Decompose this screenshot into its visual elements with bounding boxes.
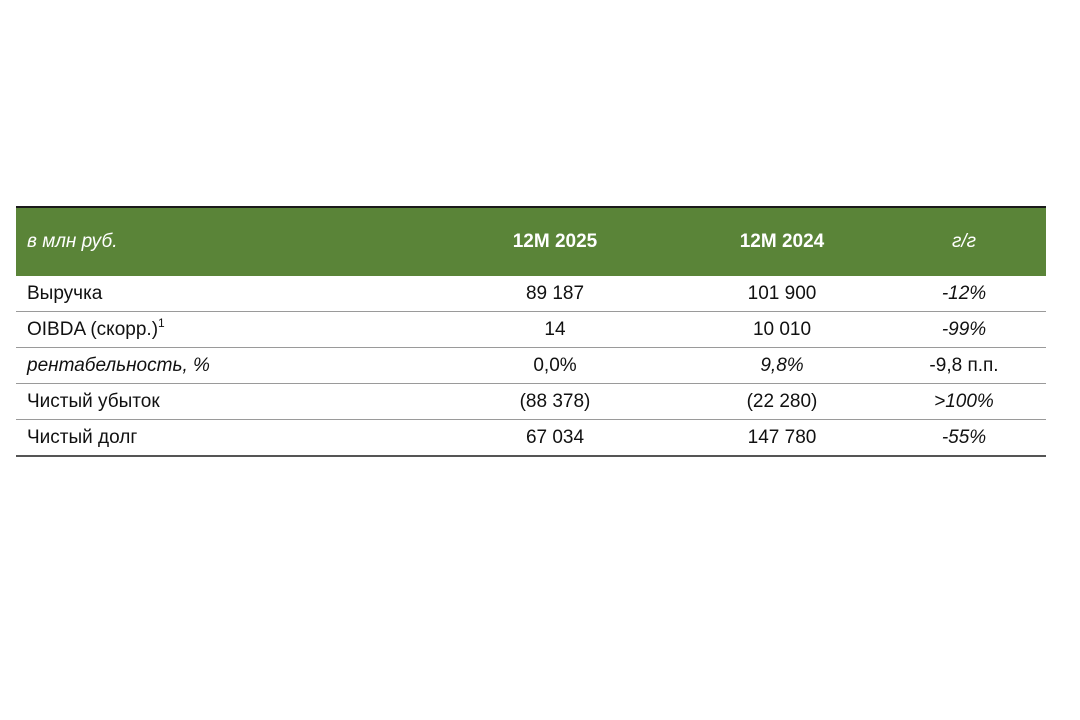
row-value-2025: 67 034 [525, 426, 585, 448]
row-label: рентабельность, % [27, 354, 210, 376]
header-units-label: в млн руб. [27, 231, 118, 252]
row-value-2024: 9,8% [760, 354, 804, 376]
row-label: OIBDA (скорр.)1 [27, 315, 165, 340]
table-row-margin: рентабельность, % 0,0% 9,8% -9,8 п.п. [16, 348, 1046, 384]
row-value-2025: (88 378) [519, 390, 591, 412]
table-row-revenue: Выручка 89 187 101 900 -12% [16, 276, 1046, 312]
row-value-yoy: >100% [934, 390, 994, 412]
row-value-yoy: -12% [941, 282, 987, 304]
row-value-2025: 14 [544, 318, 566, 340]
row-value-2024: 147 780 [747, 426, 817, 448]
row-label: Чистый долг [27, 426, 138, 448]
table-row-oibda: OIBDA (скорр.)1 14 10 010 -99% [16, 312, 1046, 348]
row-label: Выручка [27, 282, 103, 304]
header-yoy: г/г [951, 231, 977, 252]
footnote-marker: 1 [158, 315, 165, 330]
row-value-2025: 89 187 [525, 282, 585, 304]
row-value-yoy: -99% [941, 318, 987, 340]
row-value-yoy: -55% [941, 426, 987, 448]
row-value-2024: (22 280) [746, 390, 818, 412]
row-value-yoy: -9,8 п.п. [929, 354, 999, 376]
row-value-2025: 0,0% [533, 354, 577, 376]
row-value-2024: 101 900 [747, 282, 817, 304]
table-row-net-debt: Чистый долг 67 034 147 780 -55% [16, 420, 1046, 457]
header-12m-2025: 12M 2025 [512, 231, 598, 252]
financial-results-table: в млн руб. 12M 2025 12M 2024 г/г Выручка… [16, 206, 1046, 457]
table-header-row: в млн руб. 12M 2025 12M 2024 г/г [16, 208, 1046, 276]
row-value-2024: 10 010 [752, 318, 812, 340]
row-label: Чистый убыток [27, 390, 160, 412]
table-row-net-loss: Чистый убыток (88 378) (22 280) >100% [16, 384, 1046, 420]
header-12m-2024: 12M 2024 [739, 231, 825, 252]
